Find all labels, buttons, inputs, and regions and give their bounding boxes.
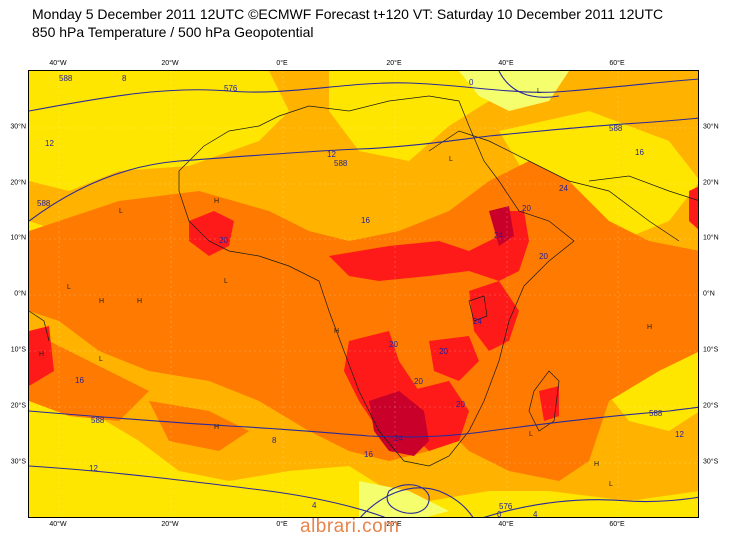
temperature-label: 20	[522, 204, 531, 213]
temperature-label: 0	[497, 510, 502, 518]
high-marker: H	[137, 298, 142, 305]
high-marker: H	[334, 328, 339, 335]
map-panel: 588 576 588 588 588 588 576 588 12 12 12…	[28, 70, 699, 518]
temperature-label: 8	[122, 74, 127, 83]
geopotential-label: 588	[609, 124, 623, 133]
low-marker: L	[119, 208, 123, 215]
geopotential-label: 576	[499, 502, 513, 511]
temperature-label: 12	[327, 150, 336, 159]
lon-label-top: 20°W	[161, 60, 179, 67]
lat-label-left: 20°S	[10, 402, 26, 410]
temperature-label: 20	[439, 347, 448, 356]
high-marker: H	[99, 298, 104, 305]
lon-label-bottom: 0°E	[276, 521, 288, 528]
temperature-label: 24	[394, 434, 403, 443]
temperature-label: 20	[414, 377, 423, 386]
temperature-label: 20	[456, 400, 465, 409]
lon-label-bottom: 20°E	[386, 521, 402, 528]
geopotential-labels: 588 576 588 588 588 588 576 588	[37, 74, 663, 511]
hot-zones	[29, 186, 698, 451]
high-marker: H	[214, 198, 219, 205]
geopotential-label: 588	[59, 74, 73, 83]
lon-label-top: 20°E	[386, 60, 402, 67]
geopotential-label: 588	[334, 159, 348, 168]
lat-label-left: 10°S	[10, 346, 26, 354]
title-line-1: Monday 5 December 2011 12UTC ©ECMWF Fore…	[32, 6, 664, 22]
temperature-label: 12	[675, 430, 684, 439]
lat-label-right: 20°N	[703, 179, 719, 187]
temperature-labels: 12 12 12 12 16 16 16 16 20 20 20 20 20 2…	[45, 74, 684, 518]
low-marker: L	[449, 156, 453, 163]
low-marker: L	[99, 356, 103, 363]
temperature-label: 8	[272, 436, 277, 445]
lat-label-right: 30°N	[703, 123, 719, 131]
high-marker: H	[39, 351, 44, 358]
lon-label-top: 40°E	[498, 60, 514, 67]
geopotential-label: 588	[37, 199, 51, 208]
geopotential-label: 588	[91, 416, 105, 425]
temperature-label: 24	[494, 231, 503, 240]
temperature-label: 20	[389, 340, 398, 349]
temperature-label: 20	[539, 252, 548, 261]
temperature-label: 16	[75, 376, 84, 385]
pressure-markers: H H H H H H H H L L L L L L L L	[39, 88, 652, 488]
temperature-label: 16	[635, 148, 644, 157]
lat-label-right: 10°N	[703, 234, 719, 242]
lat-label-left: 0°N	[14, 290, 26, 298]
temperature-label: 24	[559, 184, 568, 193]
temperature-label: 20	[219, 236, 228, 245]
lon-label-bottom: 40°W	[49, 521, 67, 528]
lat-label-left: 30°S	[10, 458, 26, 466]
geopotential-label: 576	[224, 84, 238, 93]
lon-label-top: 0°E	[276, 60, 288, 67]
lon-label-top: 40°W	[49, 60, 67, 67]
title-line-2: 850 hPa Temperature / 500 hPa Geopotenti…	[32, 24, 314, 40]
geopotential-contours	[29, 71, 698, 517]
temperature-label: 4	[312, 501, 317, 510]
high-marker: H	[647, 324, 652, 331]
high-marker: H	[594, 461, 599, 468]
lon-label-top: 60°E	[609, 60, 625, 67]
watermark: albrari.com	[300, 516, 400, 537]
temperature-label: 0	[469, 78, 474, 87]
lon-label-bottom: 20°W	[161, 521, 179, 528]
lon-label-bottom: 40°E	[498, 521, 514, 528]
temperature-label: 24	[473, 317, 482, 326]
lat-label-right: 10°S	[703, 346, 719, 354]
lat-label-left: 30°N	[10, 123, 26, 131]
high-marker: H	[214, 424, 219, 431]
chart-title: Monday 5 December 2011 12UTC ©ECMWF Fore…	[32, 5, 663, 41]
lat-label-right: 20°S	[703, 402, 719, 410]
temperature-label: 16	[364, 450, 373, 459]
low-marker: L	[537, 88, 541, 95]
lon-label-bottom: 60°E	[609, 521, 625, 528]
coastlines	[29, 95, 698, 467]
very-hot-zones	[369, 206, 514, 456]
weather-map: 588 576 588 588 588 588 576 588 12 12 12…	[29, 71, 698, 518]
low-marker: L	[529, 431, 533, 438]
lat-label-left: 20°N	[10, 179, 26, 187]
low-marker: L	[67, 284, 71, 291]
low-marker: L	[224, 278, 228, 285]
temperature-label: 4	[533, 510, 538, 518]
lat-label-right: 30°S	[703, 458, 719, 466]
low-marker: L	[609, 481, 613, 488]
temperature-label: 16	[361, 216, 370, 225]
temperature-label: 12	[89, 464, 98, 473]
geopotential-label: 588	[649, 409, 663, 418]
temperature-label: 12	[45, 139, 54, 148]
lat-label-right: 0°N	[703, 290, 715, 298]
graticule	[29, 71, 698, 517]
lat-label-left: 10°N	[10, 234, 26, 242]
